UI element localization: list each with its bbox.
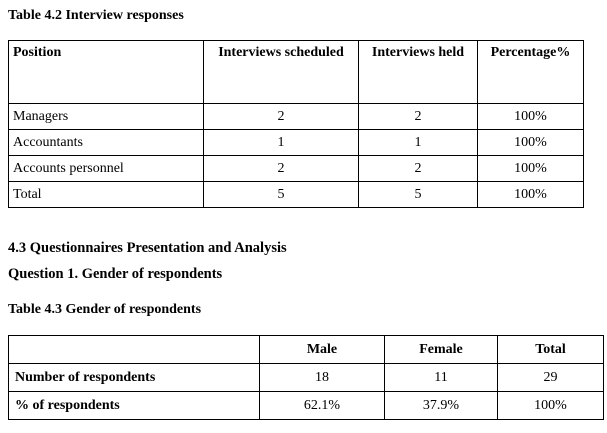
section-heading: 4.3 Questionnaires Presentation and Anal… (8, 240, 287, 256)
column-header-interviews-scheduled: Interviews scheduled (203, 40, 359, 104)
table-cell: 1 (203, 129, 359, 156)
table-cell: Managers (8, 103, 204, 130)
table-4-2-caption: Table 4.2 Interview responses (8, 8, 184, 23)
column-header-percentage: Percentage% (477, 40, 584, 104)
table-cell: Accounts personnel (8, 155, 204, 182)
table-cell: Total (8, 181, 204, 208)
row-label-percent-of-respondents: % of respondents (8, 391, 260, 420)
table-cell: 100% (477, 181, 584, 208)
column-header-female: Female (384, 335, 498, 364)
table-row: Accounts personnel 2 2 100% (8, 155, 584, 182)
column-header-blank (8, 335, 260, 364)
table-cell: 29 (497, 363, 604, 392)
table-cell: 18 (259, 363, 385, 392)
table-4-3-caption: Table 4.3 Gender of respondents (8, 302, 202, 317)
table-cell: 2 (358, 155, 478, 182)
table-cell: 100% (477, 129, 584, 156)
table-cell: 11 (384, 363, 498, 392)
table-cell: 100% (477, 155, 584, 182)
column-header-total: Total (497, 335, 604, 364)
interview-responses-table: Position Interviews scheduled Interviews… (8, 40, 584, 208)
row-label-number-of-respondents: Number of respondents (8, 363, 260, 392)
gender-of-respondents-table: Male Female Total Number of respondents … (8, 335, 604, 420)
table-cell: 5 (203, 181, 359, 208)
table-cell: Accountants (8, 129, 204, 156)
table-header-row: Male Female Total (8, 335, 604, 364)
table-cell: 37.9% (384, 391, 498, 420)
table-header-row: Position Interviews scheduled Interviews… (8, 40, 584, 104)
table-cell: 62.1% (259, 391, 385, 420)
column-header-male: Male (259, 335, 385, 364)
table-row: % of respondents 62.1% 37.9% 100% (8, 391, 604, 420)
table-cell: 100% (497, 391, 604, 420)
column-header-position: Position (8, 40, 204, 104)
table-cell: 2 (203, 103, 359, 130)
column-header-interviews-held: Interviews held (358, 40, 478, 104)
table-row: Number of respondents 18 11 29 (8, 363, 604, 392)
table-cell: 100% (477, 103, 584, 130)
table-cell: 1 (358, 129, 478, 156)
table-row-total: Total 5 5 100% (8, 181, 584, 208)
table-cell: 2 (203, 155, 359, 182)
table-cell: 5 (358, 181, 478, 208)
question-heading: Question 1. Gender of respondents (8, 266, 223, 282)
table-row: Managers 2 2 100% (8, 103, 584, 130)
table-cell: 2 (358, 103, 478, 130)
table-row: Accountants 1 1 100% (8, 129, 584, 156)
